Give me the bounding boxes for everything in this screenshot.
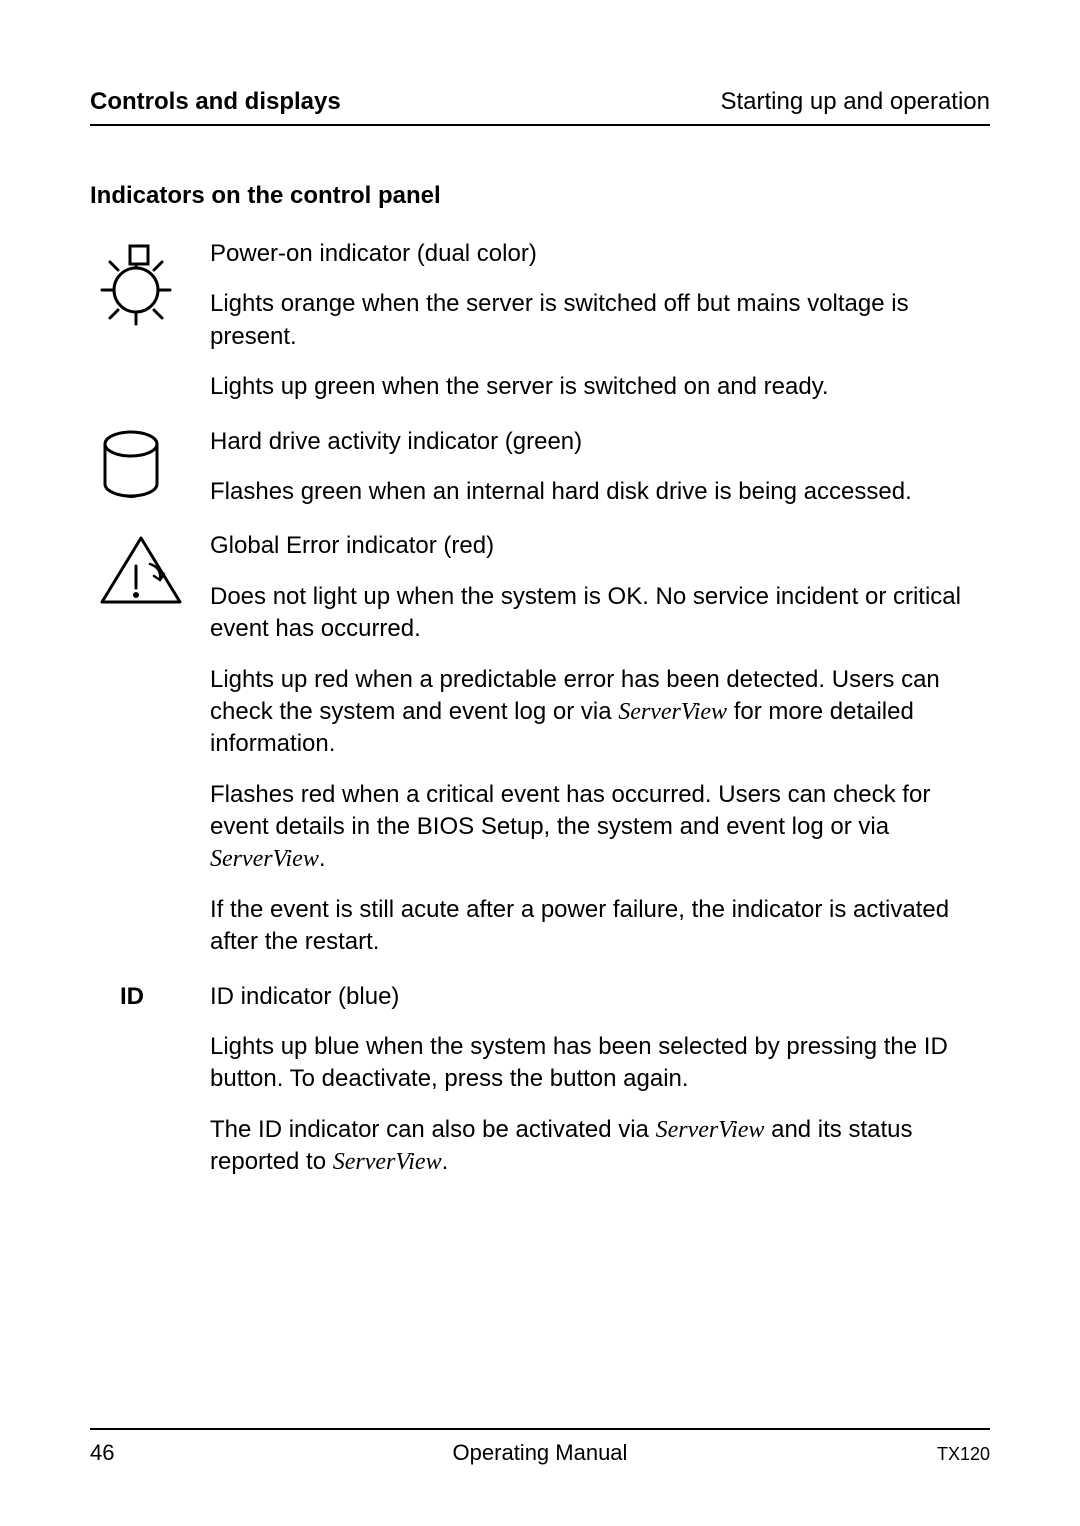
paragraph: Does not light up when the system is OK.…: [210, 581, 990, 646]
entry-text: Hard drive activity indicator (green) Fla…: [210, 426, 990, 509]
text: The ID indicator can also be activated v…: [210, 1116, 656, 1143]
text: .: [442, 1148, 449, 1175]
text: .: [319, 845, 326, 872]
text: ID indicator (blue): [210, 983, 399, 1010]
paragraph: Hard drive activity indicator (green): [210, 426, 990, 458]
paragraph: ID indicator (blue): [210, 981, 990, 1013]
hdd-icon: [96, 428, 166, 508]
entry-icon: [90, 530, 210, 610]
entry-icon-label: ID: [90, 981, 210, 1011]
text: Does not light up when the system is OK.…: [210, 583, 961, 642]
page: Controls and displays Starting up and op…: [0, 0, 1080, 1526]
entry-text: Power-on indicator (dual color) Lights or…: [210, 238, 990, 404]
paragraph: Power-on indicator (dual color): [210, 238, 990, 270]
italic-text: ServerView: [333, 1149, 442, 1175]
entry: Power-on indicator (dual color) Lights or…: [90, 238, 990, 404]
header-rule: [90, 124, 990, 126]
paragraph: Global Error indicator (red): [210, 530, 990, 562]
entry-text: Global Error indicator (red) Does not lig…: [210, 530, 990, 958]
text: If the event is still acute after a powe…: [210, 896, 949, 955]
footer-center: Operating Manual: [90, 1440, 990, 1466]
text: Global Error indicator (red): [210, 532, 494, 559]
entries-list: Power-on indicator (dual color) Lights or…: [90, 238, 990, 1179]
italic-text: ServerView: [656, 1117, 765, 1143]
paragraph: Flashes green when an internal hard disk…: [210, 476, 990, 508]
paragraph: Flashes red when a critical event has oc…: [210, 779, 990, 876]
entry: Hard drive activity indicator (green) Fla…: [90, 426, 990, 509]
text: Flashes green when an internal hard disk…: [210, 478, 912, 505]
footer-rule: [90, 1428, 990, 1430]
entry-text: ID indicator (blue) Lights up blue when t…: [210, 981, 990, 1179]
paragraph: Lights up green when the server is switc…: [210, 371, 990, 403]
text: Power-on indicator (dual color): [210, 240, 537, 267]
power-icon: [96, 240, 176, 330]
paragraph: If the event is still acute after a powe…: [210, 894, 990, 959]
warning-icon: [96, 532, 186, 610]
entry-icon: [90, 426, 210, 508]
entry: IDID indicator (blue) Lights up blue when…: [90, 981, 990, 1179]
header-left: Controls and displays: [90, 88, 341, 116]
paragraph: Lights up red when a predictable error h…: [210, 664, 990, 761]
italic-text: ServerView: [618, 699, 727, 725]
page-header: Controls and displays Starting up and op…: [90, 88, 990, 116]
page-footer: Operating Manual 46 TX120: [90, 1428, 990, 1466]
paragraph: The ID indicator can also be activated v…: [210, 1114, 990, 1179]
text: Lights orange when the server is switche…: [210, 290, 909, 349]
entry-icon: [90, 238, 210, 330]
text: Flashes red when a critical event has oc…: [210, 781, 930, 840]
italic-text: ServerView: [210, 846, 319, 872]
text: Lights up blue when the system has been …: [210, 1033, 948, 1092]
section-title: Indicators on the control panel: [90, 182, 990, 210]
paragraph: Lights up blue when the system has been …: [210, 1031, 990, 1096]
text: Lights up green when the server is switc…: [210, 373, 829, 400]
entry: Global Error indicator (red) Does not lig…: [90, 530, 990, 958]
text: Hard drive activity indicator (green): [210, 428, 582, 455]
header-right: Starting up and operation: [720, 88, 990, 116]
paragraph: Lights orange when the server is switche…: [210, 288, 990, 353]
